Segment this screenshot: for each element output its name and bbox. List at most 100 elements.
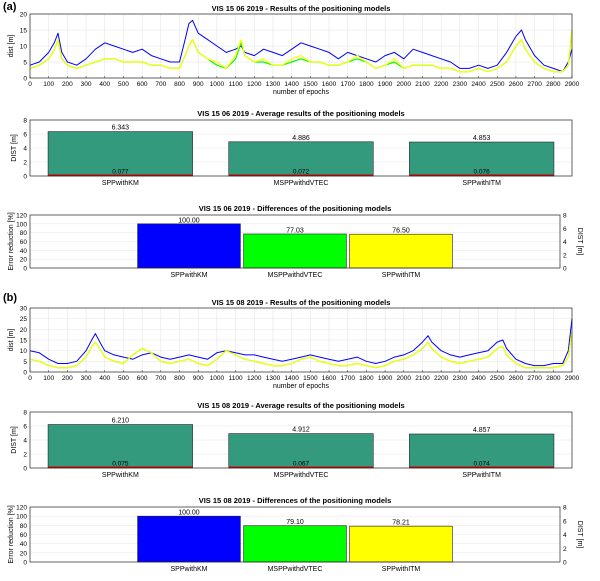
b-avg-bar-sppwithitm xyxy=(409,433,555,469)
b-avg-ytick-label: 8 xyxy=(23,410,27,417)
b-line-xtick-label: 1900 xyxy=(378,375,393,382)
b-line-xtick-label: 1500 xyxy=(303,375,318,382)
a-line-xtick-label: 1200 xyxy=(247,81,262,88)
a-line-xtick-label: 2800 xyxy=(546,81,561,88)
a-avg-category-label: SPPwithKM xyxy=(102,180,139,187)
b-line-xtick-label: 1200 xyxy=(247,375,262,382)
b-avg-ytick-label: 4 xyxy=(23,438,27,445)
b-line-xtick-label: 700 xyxy=(155,375,166,382)
a-diff-chart: 100.00 SPPwithKM 77.03 MSPPwithdVTEC 76.50 SP… xyxy=(8,204,583,279)
a-line-series-sppwithkm xyxy=(29,19,573,73)
a-line-ytick-label: 0 xyxy=(23,76,27,83)
a-diff-y2label: DIST [m] xyxy=(576,228,583,256)
b-line-xtick-label: 2600 xyxy=(509,375,524,382)
a-diff-bar-sppwithitm xyxy=(349,233,453,269)
a-line-xtick-label: 2200 xyxy=(434,81,449,88)
a-line-xtick-label: 2900 xyxy=(565,81,580,88)
b-line-xtick-label: 1100 xyxy=(229,375,243,382)
a-avg-ytick-label: 0 xyxy=(23,174,27,181)
a-line-xtick-label: 1800 xyxy=(359,81,374,88)
a-avg-bar-sppwithitm xyxy=(409,141,555,177)
a-line-xlabel: number of epochs xyxy=(273,89,330,96)
a-diff-bar-msppwithdvtec xyxy=(243,233,347,269)
b-line-xtick-label: 2000 xyxy=(397,375,412,382)
b-avg-baseline-label: 0.075 xyxy=(112,461,129,468)
a-avg-baseline-bar-msppwithdvtec xyxy=(228,174,374,176)
b-line-frame xyxy=(29,307,573,373)
b-diff-value-label: 100.00 xyxy=(178,510,200,517)
a-line-ylabel: dist [m] xyxy=(8,35,15,58)
b-line-xtick-label: 1800 xyxy=(359,375,374,382)
b-avg-bar-msppwithdvtec xyxy=(228,433,374,469)
a-avg-ytick-label: 4 xyxy=(23,146,27,153)
a-avg-ytick-label: 8 xyxy=(23,118,27,125)
a-diff-ylabel: Error reduction [%] xyxy=(8,212,15,270)
b-line-xtick-label: 0 xyxy=(28,375,32,382)
a-avg-baseline-label: 0.076 xyxy=(474,169,491,176)
a-avg-baseline-bar-sppwithitm xyxy=(409,174,554,176)
b-avg-baseline-bar-msppwithdvtec xyxy=(228,466,374,469)
b-line-xtick-label: 2700 xyxy=(527,375,542,382)
a-line-ytick-label: 20 xyxy=(20,12,28,19)
a-line-xtick-label: 2700 xyxy=(527,81,542,88)
b-line-xtick-label: 100 xyxy=(43,375,54,382)
b-diff-category-label: SPPwithKM xyxy=(171,566,208,573)
a-diff-title: VIS 15 06 2019 - Differences of the posi… xyxy=(199,204,392,213)
b-avg-ytick-label: 2 xyxy=(23,452,27,459)
b-line-title: VIS 15 08 2019 - Results of the position… xyxy=(212,298,391,307)
b-diff-ytick-label: 100 xyxy=(16,514,27,521)
a-diff-category-label: SPPwithITM xyxy=(382,272,421,279)
b-avg-chart: 6.210 0.075 SPPwithKM 4.912 0.067 MSPPwithdVT… xyxy=(11,401,573,479)
a-avg-frame xyxy=(29,119,573,177)
b-diff-value-label: 79.10 xyxy=(286,519,304,526)
a-diff-ytick-label: 0 xyxy=(23,266,27,273)
b-line-series-sppwithkm xyxy=(29,318,573,367)
a-diff-ytick-label: 120 xyxy=(16,213,27,220)
b-avg-baseline-label: 0.067 xyxy=(293,461,310,468)
b-avg-baseline-bar-sppwithitm xyxy=(409,466,554,468)
b-diff-y2tick-label: 8 xyxy=(563,505,567,512)
a-line-ytick-label: 15 xyxy=(20,28,28,35)
b-avg-ytick-label: 6 xyxy=(23,424,27,431)
b-line-ytick-label: 0 xyxy=(23,370,27,377)
a-line-xtick-label: 2300 xyxy=(453,81,468,88)
a-line-xtick-label: 1000 xyxy=(210,81,225,88)
a-avg-chart: 6.343 0.077 SPPwithKM 4.886 0.072 MSPPwithdVT… xyxy=(11,109,573,187)
b-line-xtick-label: 2200 xyxy=(434,375,449,382)
b-avg-baseline-bar-sppwithkm xyxy=(48,466,193,468)
a-avg-bar-msppwithdvtec xyxy=(228,141,374,177)
a-line-xtick-label: 2600 xyxy=(509,81,524,88)
a-diff-category-label: SPPwithKM xyxy=(171,272,208,279)
b-diff-value-label: 78.21 xyxy=(392,520,410,527)
b-line-xtick-label: 1300 xyxy=(266,375,281,382)
b-avg-category-label: SPPwithITM xyxy=(462,472,501,479)
a-line-xtick-label: 2400 xyxy=(471,81,486,88)
b-avg-baseline-label: 0.074 xyxy=(474,461,491,468)
b-line-xtick-label: 800 xyxy=(174,375,185,382)
a-diff-frame xyxy=(29,214,561,269)
a-avg-bar-sppwithkm xyxy=(47,131,193,177)
b-diff-y2tick-label: 2 xyxy=(563,546,567,553)
b-avg-value-label: 6.210 xyxy=(112,418,130,425)
b-line-ylabel: dist [m] xyxy=(8,329,15,352)
a-diff-ytick-label: 20 xyxy=(20,257,28,264)
a-line-xtick-label: 700 xyxy=(155,81,166,88)
b-line-xtick-label: 2300 xyxy=(453,375,468,382)
a-diff-y2tick-label: 4 xyxy=(563,239,567,246)
b-avg-category-label: MSPPwithdVTEC xyxy=(274,472,329,479)
b-line-series-sppwithitm xyxy=(29,331,573,369)
a-line-xtick-label: 1900 xyxy=(378,81,393,88)
a-line-xtick-label: 100 xyxy=(43,81,54,88)
a-avg-ytick-label: 2 xyxy=(23,160,27,167)
b-diff-chart: 100.00 SPPwithKM 79.10 MSPPwithdVTEC 78.21 SP… xyxy=(8,496,583,573)
a-avg-baseline-bar-sppwithkm xyxy=(48,174,193,176)
a-avg-value-label: 4.853 xyxy=(473,135,491,142)
b-avg-category-label: SPPwithKM xyxy=(102,472,139,479)
a-diff-value-label: 76.50 xyxy=(392,228,410,235)
panel-a-label: (a) xyxy=(3,1,17,13)
a-line-xtick-label: 1600 xyxy=(322,81,337,88)
b-line-xtick-label: 2100 xyxy=(415,375,430,382)
b-line-xtick-label: 200 xyxy=(62,375,73,382)
